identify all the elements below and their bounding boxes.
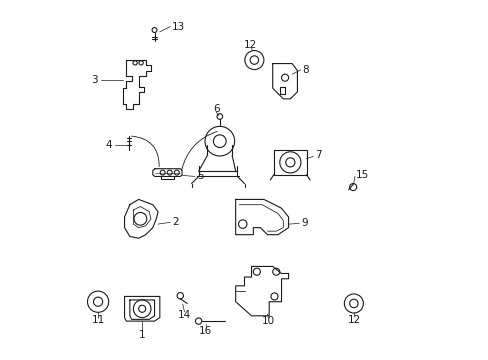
Text: 4: 4 xyxy=(105,140,112,150)
Text: 5: 5 xyxy=(197,171,203,181)
Text: 14: 14 xyxy=(178,310,191,320)
Text: 15: 15 xyxy=(355,170,368,180)
Text: 11: 11 xyxy=(91,315,104,325)
Text: 1: 1 xyxy=(139,330,145,340)
Text: 16: 16 xyxy=(199,326,212,336)
Text: 3: 3 xyxy=(91,75,98,85)
Text: 9: 9 xyxy=(300,219,307,228)
Text: 2: 2 xyxy=(172,217,179,227)
Text: 7: 7 xyxy=(314,150,321,160)
Text: 12: 12 xyxy=(347,315,361,325)
Text: 6: 6 xyxy=(213,104,219,114)
Text: 8: 8 xyxy=(302,65,309,75)
Text: 13: 13 xyxy=(172,22,185,32)
Text: 10: 10 xyxy=(262,316,274,326)
Text: 12: 12 xyxy=(244,40,257,50)
